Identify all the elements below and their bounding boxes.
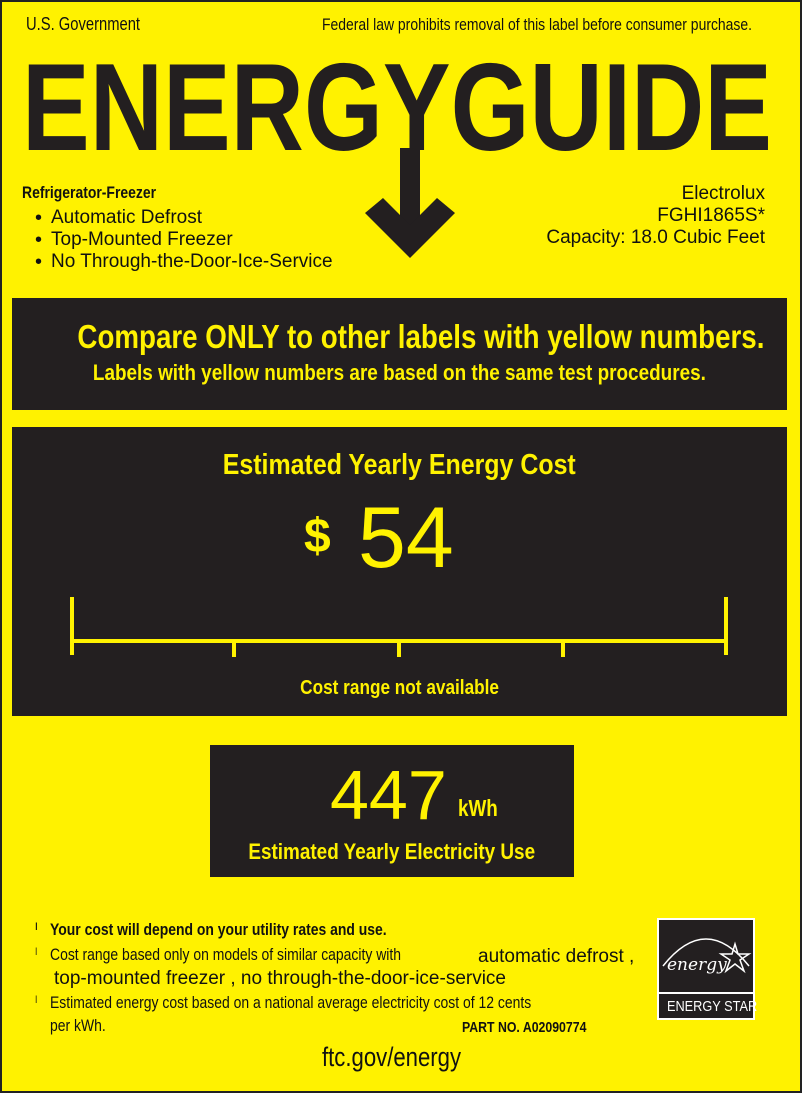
feature-item: Top-Mounted Freezer <box>35 229 233 252</box>
capacity: Capacity: 18.0 Cubic Feet <box>546 227 765 248</box>
scale-end-tick <box>724 597 728 655</box>
cost-value: 54 <box>358 490 454 586</box>
energyguide-title: ENERGYGUIDE <box>22 39 772 177</box>
us-government: U.S. Government <box>26 14 141 34</box>
federal-law-notice: Federal law prohibits removal of this la… <box>322 15 753 34</box>
kwh-value: 447 <box>330 756 447 834</box>
compare-box: Compare ONLY to other labels with yellow… <box>12 298 787 410</box>
product-info: Electrolux FGHI1865S* Capacity: 18.0 Cub… <box>546 183 765 249</box>
product-type: Refrigerator-Freezer <box>22 183 157 202</box>
electricity-box: 447 kWh Estimated Yearly Electricity Use <box>210 745 574 877</box>
energy-star-label: ENERGY STAR <box>666 998 758 1015</box>
down-arrow-icon <box>365 148 455 258</box>
part-number: PART NO. A02090774 <box>462 1019 587 1036</box>
svg-text:energy: energy <box>667 955 727 975</box>
note-cost-range-features-2: top-mounted freezer , no through-the-doo… <box>54 968 507 989</box>
cost-heading: Estimated Yearly Energy Cost <box>222 449 577 481</box>
compare-subheading: Labels with yellow numbers are based on … <box>93 360 706 385</box>
scale-tick <box>561 641 565 657</box>
model-number: FGHI1865S* <box>657 205 765 226</box>
note-utility-rates: l Your cost will depend on your utility r… <box>35 920 387 939</box>
ftc-url[interactable]: ftc.gov/energy <box>322 1042 462 1072</box>
brand: Electrolux <box>681 183 765 204</box>
scale-tick <box>397 641 401 657</box>
scale-tick <box>232 641 236 657</box>
feature-item: Automatic Defrost <box>35 207 202 230</box>
note-cost-range: l Cost range based only on models of simi… <box>35 945 401 964</box>
currency-symbol: $ <box>304 510 331 563</box>
note-cost-range-features: automatic defrost , <box>478 946 635 967</box>
scale-end-tick <box>70 597 74 655</box>
feature-item: No Through-the-Door-Ice-Service <box>35 251 333 274</box>
note-national-average: l Estimated energy cost based on a nation… <box>35 993 532 1012</box>
cost-box: Estimated Yearly Energy Cost $ 54 Cost r… <box>12 427 787 716</box>
note-per-kwh: per kWh. <box>50 1016 106 1035</box>
energyguide-logo: ENERGYGUIDE <box>22 39 772 258</box>
energy-star-logo: energy ENERGY STAR <box>657 918 758 1020</box>
energy-star-icon: energy <box>662 938 752 975</box>
compare-heading: Compare ONLY to other labels with yellow… <box>77 318 765 355</box>
kwh-unit: kWh <box>458 795 498 821</box>
cost-range-note: Cost range not available <box>300 677 499 699</box>
electricity-label: Estimated Yearly Electricity Use <box>248 839 536 864</box>
